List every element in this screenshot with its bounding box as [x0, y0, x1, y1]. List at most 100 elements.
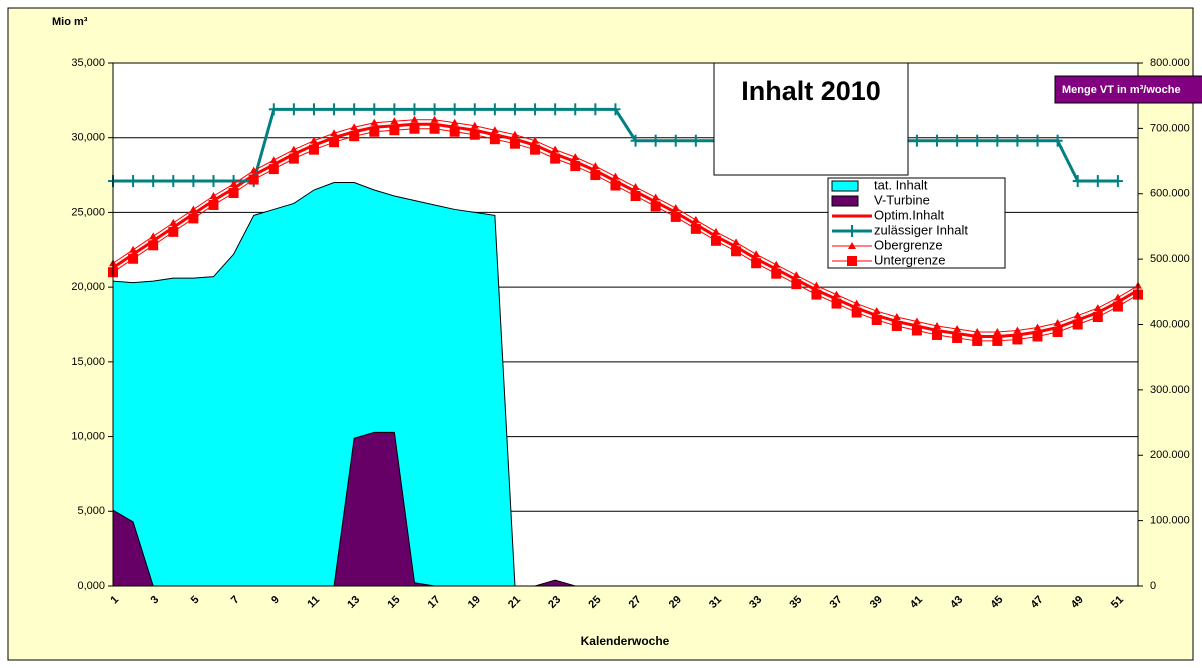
marker: [1013, 326, 1022, 334]
marker: [128, 175, 139, 188]
marker: [268, 103, 279, 116]
marker: [871, 315, 882, 326]
y2-axis-title: Menge VT in m³/woche: [1062, 84, 1181, 96]
marker: [550, 103, 561, 116]
y2-tick-label: 700.000: [1150, 122, 1190, 134]
marker: [630, 134, 641, 147]
marker: [731, 246, 742, 257]
y-tick-label: 20,000: [71, 281, 105, 293]
marker: [249, 166, 258, 174]
marker: [410, 115, 419, 123]
marker: [469, 103, 480, 116]
marker: [933, 321, 942, 329]
legend-label: tat. Inhalt: [874, 177, 928, 192]
marker: [973, 327, 982, 335]
marker: [409, 123, 420, 134]
marker: [168, 226, 179, 237]
marker: [1072, 319, 1083, 330]
marker: [831, 298, 842, 309]
line: [112, 122, 1139, 338]
marker: [208, 199, 219, 210]
legend-label: Untergrenze: [874, 252, 946, 267]
y-tick-label: 10,000: [71, 430, 105, 442]
y2-tick-label: 400.000: [1150, 318, 1190, 330]
marker: [650, 134, 661, 147]
marker: [1052, 134, 1063, 147]
marker: [1073, 311, 1082, 319]
marker: [349, 103, 360, 116]
marker: [429, 103, 440, 116]
marker: [852, 299, 861, 307]
marker: [188, 175, 199, 188]
marker: [369, 126, 380, 137]
marker: [288, 103, 299, 116]
marker: [308, 103, 319, 116]
marker: [671, 203, 680, 211]
marker: [530, 144, 541, 155]
marker: [891, 320, 902, 331]
marker: [851, 307, 862, 318]
marker: [268, 164, 279, 175]
marker: [690, 223, 701, 234]
marker: [329, 103, 340, 116]
marker: [389, 125, 400, 136]
marker: [1113, 293, 1122, 301]
legend: [827, 177, 1006, 269]
marker: [952, 332, 963, 343]
marker: [509, 103, 520, 116]
marker: [610, 103, 621, 116]
marker: [1033, 323, 1042, 331]
marker: [469, 129, 480, 140]
marker: [531, 136, 540, 144]
y-tick-label: 25,000: [71, 206, 105, 218]
marker: [892, 313, 901, 321]
marker: [711, 227, 720, 235]
y2-title-box: [1054, 75, 1202, 104]
marker: [771, 268, 782, 279]
marker: [450, 118, 459, 126]
marker: [551, 145, 560, 153]
marker: [530, 103, 541, 116]
marker: [1053, 319, 1062, 327]
marker: [489, 134, 500, 145]
marker: [953, 324, 962, 332]
marker: [148, 175, 159, 188]
y-tick-label: 5,000: [77, 505, 105, 517]
marker: [449, 103, 460, 116]
marker: [912, 317, 921, 325]
legend-label: zulässiger Inhalt: [874, 222, 968, 237]
marker: [390, 117, 399, 125]
marker: [571, 153, 580, 161]
marker: [972, 335, 983, 346]
chart-title: Inhalt 2010: [741, 76, 881, 106]
marker: [509, 138, 520, 149]
marker: [631, 183, 640, 191]
marker: [570, 161, 581, 172]
y2-tick-label: 100.000: [1150, 515, 1190, 527]
marker: [591, 162, 600, 170]
y2-tick-label: 300.000: [1150, 384, 1190, 396]
marker: [449, 126, 460, 137]
marker: [430, 115, 439, 123]
y2-tick-label: 800.000: [1150, 57, 1190, 69]
legend-label: Optim.Inhalt: [874, 207, 944, 222]
marker: [752, 250, 761, 258]
marker: [350, 123, 359, 131]
marker: [510, 130, 519, 138]
marker: [847, 225, 857, 237]
marker: [848, 242, 856, 249]
marker: [792, 271, 801, 279]
marker: [691, 215, 700, 223]
y-tick-label: 0,000: [77, 580, 105, 592]
y2-tick-label: 0: [1150, 580, 1156, 592]
marker: [229, 180, 238, 188]
marker: [208, 175, 219, 188]
legend-swatch: [831, 180, 859, 192]
marker: [570, 103, 581, 116]
marker: [911, 325, 922, 336]
marker: [1112, 301, 1123, 312]
y-axis-title: Mio m³: [52, 16, 88, 28]
marker: [149, 232, 158, 240]
